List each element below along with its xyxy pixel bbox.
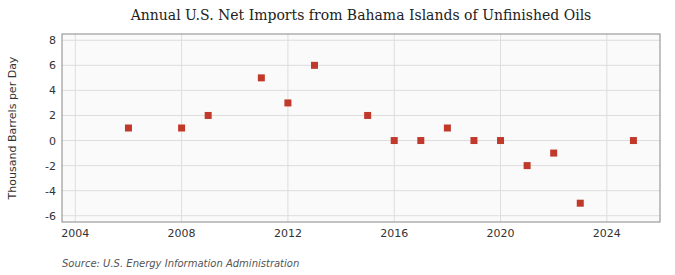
x-grid-line: [500, 34, 501, 222]
point: [470, 137, 477, 144]
x-grid-line: [287, 34, 288, 222]
y-grid-line: [62, 165, 660, 166]
point: [630, 137, 637, 144]
x-tick-label: 2008: [168, 227, 196, 240]
y-tick-label: -4: [45, 185, 56, 198]
x-grid-line: [394, 34, 395, 222]
point: [364, 112, 371, 119]
y-grid-line: [62, 190, 660, 191]
point: [284, 99, 291, 106]
point: [258, 74, 265, 81]
axes: 2004 2008 2012 2016 2020 2024 -6 -4 -2 0 2 4 6 8: [45, 34, 621, 240]
point: [444, 125, 451, 132]
title: Annual U.S. Net Imports from Bahama Isla…: [130, 7, 592, 23]
point: [550, 150, 557, 157]
points: [125, 62, 637, 207]
x-tick-label: 2020: [487, 227, 515, 240]
point: [178, 125, 185, 132]
y-grid-line: [62, 65, 660, 66]
x-tick-label: 2012: [274, 227, 302, 240]
y-grid-line: [62, 115, 660, 116]
y-grid-line: [62, 215, 660, 216]
point: [205, 112, 212, 119]
x-tick-label: 2004: [61, 227, 89, 240]
source-note: Source: U.S. Energy Information Administ…: [62, 258, 299, 269]
y-grid-line: [62, 40, 660, 41]
y-tick-label: 6: [49, 59, 56, 72]
chart: 2004 2008 2012 2016 2020 2024 -6 -4 -2 0 2 4 6 8 Thous…: [0, 0, 675, 275]
x-tick-label: 2016: [380, 227, 408, 240]
y-axis-label: Thousand Barrels per Day: [6, 56, 19, 200]
point: [417, 137, 424, 144]
grid: [62, 34, 660, 222]
point: [311, 62, 318, 69]
x-tick-label: 2024: [593, 227, 621, 240]
point: [524, 162, 531, 169]
x-grid-line: [606, 34, 607, 222]
point: [577, 200, 584, 207]
y-tick-label: -6: [45, 210, 56, 223]
y-tick-label: 2: [49, 109, 56, 122]
x-grid-line: [75, 34, 76, 222]
point: [125, 125, 132, 132]
y-grid-line: [62, 140, 660, 141]
y-tick-label: 0: [49, 135, 56, 148]
y-tick-label: 8: [49, 34, 56, 47]
plot-background: [62, 34, 660, 222]
point: [497, 137, 504, 144]
y-grid-line: [62, 90, 660, 91]
plot-frame: [62, 34, 660, 222]
y-tick-label: 4: [49, 84, 56, 97]
y-tick-label: -2: [45, 160, 56, 173]
point: [391, 137, 398, 144]
